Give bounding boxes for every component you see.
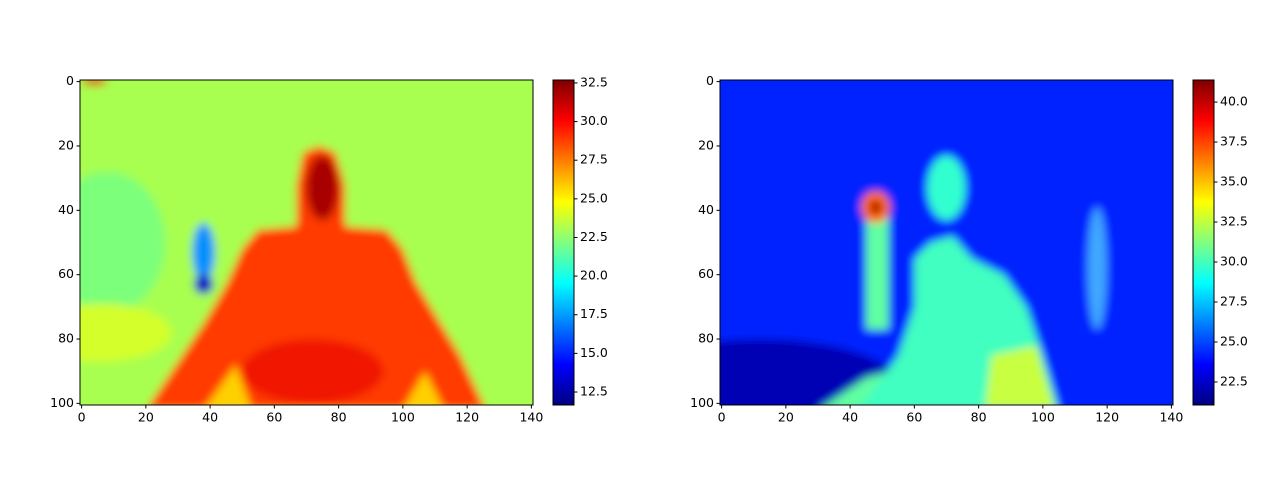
y-tick-label: 0 — [706, 73, 714, 88]
colorbar-tick-label: 22.5 — [580, 229, 608, 244]
axes-frame — [719, 79, 1174, 406]
x-tick-label: 80 — [331, 410, 347, 425]
y-tick-label: 20 — [58, 137, 74, 152]
colorbar-tick-label: 37.5 — [1220, 134, 1248, 149]
colorbar-tick-label: 30.0 — [1220, 254, 1248, 269]
colorbar-tick-label: 27.5 — [1220, 293, 1248, 308]
colorbar-tick-label: 35.0 — [1220, 174, 1248, 189]
colorbar — [553, 80, 574, 405]
axes-frame — [79, 79, 534, 406]
y-tick-label: 40 — [698, 202, 714, 217]
y-tick-label: 100 — [50, 395, 74, 410]
y-tick-label: 20 — [698, 137, 714, 152]
x-tick-label: 100 — [391, 410, 415, 425]
y-tick-label: 60 — [698, 266, 714, 281]
x-tick-label: 60 — [906, 410, 922, 425]
x-tick-label: 140 — [519, 410, 543, 425]
colorbar-tick-label: 25.0 — [580, 190, 608, 205]
x-tick-label: 140 — [1159, 410, 1183, 425]
colorbar-tick-label: 22.5 — [1220, 373, 1248, 388]
x-tick-label: 20 — [778, 410, 794, 425]
x-tick-label: 80 — [971, 410, 987, 425]
y-tick-label: 40 — [58, 202, 74, 217]
y-tick-label: 80 — [698, 331, 714, 346]
heatmap-image — [80, 80, 533, 405]
x-tick-label: 100 — [1031, 410, 1055, 425]
y-tick-label: 60 — [58, 266, 74, 281]
heatmap-image — [720, 80, 1173, 405]
x-tick-label: 60 — [266, 410, 282, 425]
colorbar-tick-label: 17.5 — [580, 306, 608, 321]
x-tick-label: 40 — [202, 410, 218, 425]
colorbar-tick-label: 25.0 — [1220, 333, 1248, 348]
y-tick-label: 100 — [690, 395, 714, 410]
colorbar-tick-label: 32.5 — [580, 74, 608, 89]
x-tick-label: 40 — [842, 410, 858, 425]
colorbar-tick-label: 12.5 — [580, 384, 608, 399]
colorbar-frame — [552, 79, 575, 406]
colorbar — [1193, 80, 1214, 405]
x-tick-label: 20 — [138, 410, 154, 425]
colorbar-tick-label: 20.0 — [580, 268, 608, 283]
colorbar-tick-label: 15.0 — [580, 345, 608, 360]
colorbar-tick-label: 30.0 — [580, 113, 608, 128]
y-tick-label: 80 — [58, 331, 74, 346]
colorbar-frame — [1192, 79, 1215, 406]
x-tick-label: 120 — [1095, 410, 1119, 425]
colorbar-tick-label: 32.5 — [1220, 214, 1248, 229]
x-tick-label: 0 — [718, 410, 726, 425]
x-tick-label: 120 — [455, 410, 479, 425]
y-tick-label: 0 — [66, 73, 74, 88]
x-tick-label: 0 — [78, 410, 86, 425]
colorbar-tick-label: 27.5 — [580, 152, 608, 167]
colorbar-tick-label: 40.0 — [1220, 94, 1248, 109]
